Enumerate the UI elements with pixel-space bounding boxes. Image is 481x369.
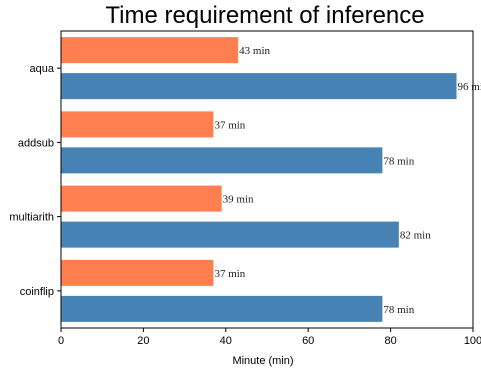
data-label: 78 min [383, 304, 414, 316]
bar [61, 221, 399, 248]
x-tick-label: 20 [137, 335, 149, 347]
x-axis-label: Minute (min) [232, 355, 293, 367]
data-label: 96 min [458, 81, 481, 93]
data-label: 78 min [383, 155, 414, 167]
plot-frame [60, 30, 474, 329]
data-label: 82 min [400, 230, 431, 242]
bar [61, 295, 383, 322]
bar [61, 185, 222, 212]
bar [61, 37, 239, 64]
x-tick-label: 100 [464, 335, 481, 347]
bar [61, 147, 383, 174]
data-label: 39 min [223, 194, 254, 206]
data-label: 37 min [214, 268, 245, 280]
data-label: 43 min [239, 45, 270, 57]
y-tick-label: multiarith [9, 212, 54, 224]
x-tick-label: 60 [302, 335, 314, 347]
chart-title: Time requirement of inference [105, 2, 424, 29]
bar [61, 111, 214, 138]
plot-area: 43 min 96 min aqua 37 min 78 min addsub 39 min… [9, 30, 481, 347]
data-label: 37 min [214, 119, 245, 131]
x-tick-label: 0 [58, 335, 64, 347]
bar [61, 259, 214, 286]
y-tick-label: addsub [18, 137, 54, 149]
y-tick-label: aqua [30, 63, 55, 75]
y-tick-label: coinflip [20, 286, 54, 298]
bar [61, 73, 457, 100]
x-tick-label: 80 [384, 335, 396, 347]
x-tick-label: 40 [220, 335, 232, 347]
